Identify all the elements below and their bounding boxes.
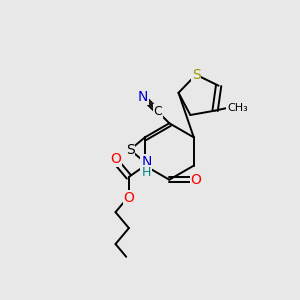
Text: O: O <box>190 173 202 187</box>
Text: S: S <box>126 143 134 157</box>
Text: O: O <box>110 152 122 167</box>
Text: H: H <box>142 166 151 178</box>
Text: O: O <box>123 191 134 205</box>
Text: S: S <box>192 68 200 82</box>
Text: N: N <box>138 90 148 104</box>
Text: CH₃: CH₃ <box>227 103 248 113</box>
Text: C: C <box>153 105 162 118</box>
Text: N: N <box>141 155 152 169</box>
